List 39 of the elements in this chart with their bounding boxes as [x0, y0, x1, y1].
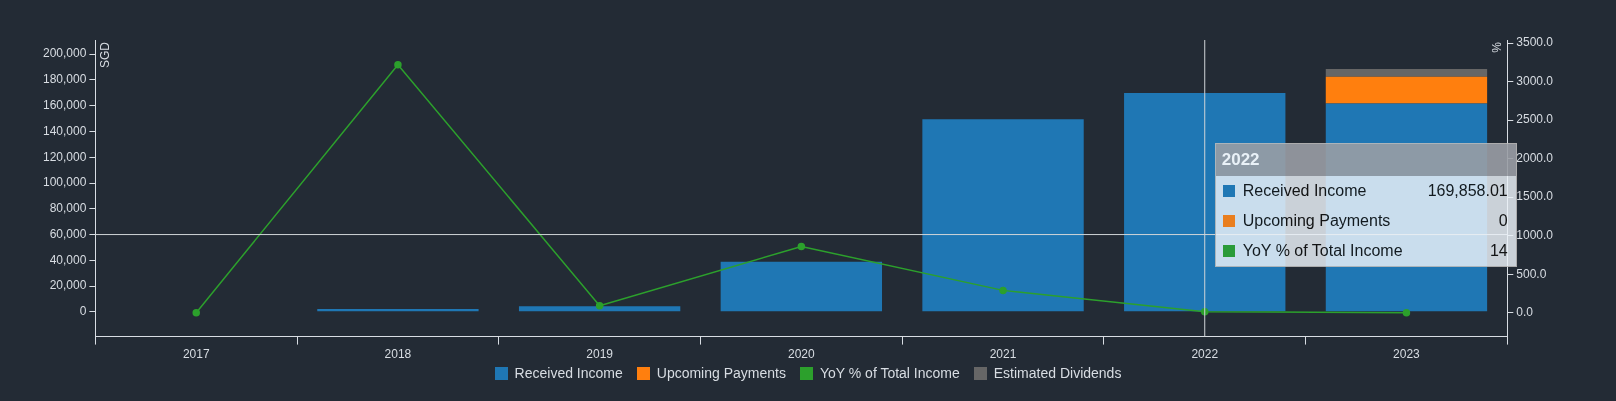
text: YoY % of Total Income: [819, 365, 960, 381]
y-tick-label: 120,000: [42, 149, 87, 164]
y2-tick-label: 500.0: [1516, 266, 1547, 281]
y-tick-label: 140,000: [42, 123, 87, 138]
annotation: 14: [1488, 241, 1509, 261]
y2-tick-label: 2000.0: [1516, 150, 1554, 165]
x-tick-label: 2020: [787, 347, 816, 362]
y2-tick-label: 1000.0: [1516, 227, 1554, 242]
y2-tick-label: 1500.0: [1516, 189, 1554, 204]
legend-label: Estimated Dividends: [993, 365, 1122, 381]
x-tick-label: 2023: [1393, 347, 1421, 362]
y-tick-label: 200,000: [42, 46, 87, 61]
x-tick-label: 2021: [989, 347, 1017, 362]
y-axis-title: SGD: [98, 41, 113, 69]
annotation: 2022: [1215, 144, 1516, 176]
y2-tick-label: 2500.0: [1516, 112, 1554, 127]
y2-tick-label: 3500.0: [1516, 35, 1554, 50]
y-tick-label: 80,000: [49, 201, 87, 216]
text: Received Income: [514, 365, 623, 381]
y2-tick-label: 3000.0: [1516, 73, 1554, 88]
x-tick-label: 2019: [586, 347, 614, 362]
y-tick-label: 60,000: [49, 226, 87, 241]
legend-label: Received Income: [1242, 182, 1368, 200]
y-tick-label: 100,000: [42, 175, 87, 190]
x-tick-label: 2022: [1191, 347, 1219, 362]
y-tick-label: 40,000: [49, 252, 87, 267]
y2-tick-label: 0.0: [1516, 305, 1534, 320]
y-tick-label: 180,000: [42, 72, 87, 87]
text: Upcoming Payments: [656, 365, 786, 381]
annotation: 0: [1497, 211, 1509, 231]
y-tick-label: 20,000: [49, 278, 87, 293]
x-tick-label: 2017: [182, 347, 210, 362]
y-tick-label: 160,000: [42, 98, 87, 113]
annotation: 169,858.01: [1426, 181, 1509, 201]
x-tick-label: 2018: [384, 347, 412, 362]
legend-label: YoY % of Total Income: [1242, 242, 1404, 260]
legend-label: Upcoming Payments: [1242, 212, 1392, 230]
y-tick-label: 0: [79, 304, 87, 319]
y2-axis-title: %: [1490, 41, 1505, 53]
